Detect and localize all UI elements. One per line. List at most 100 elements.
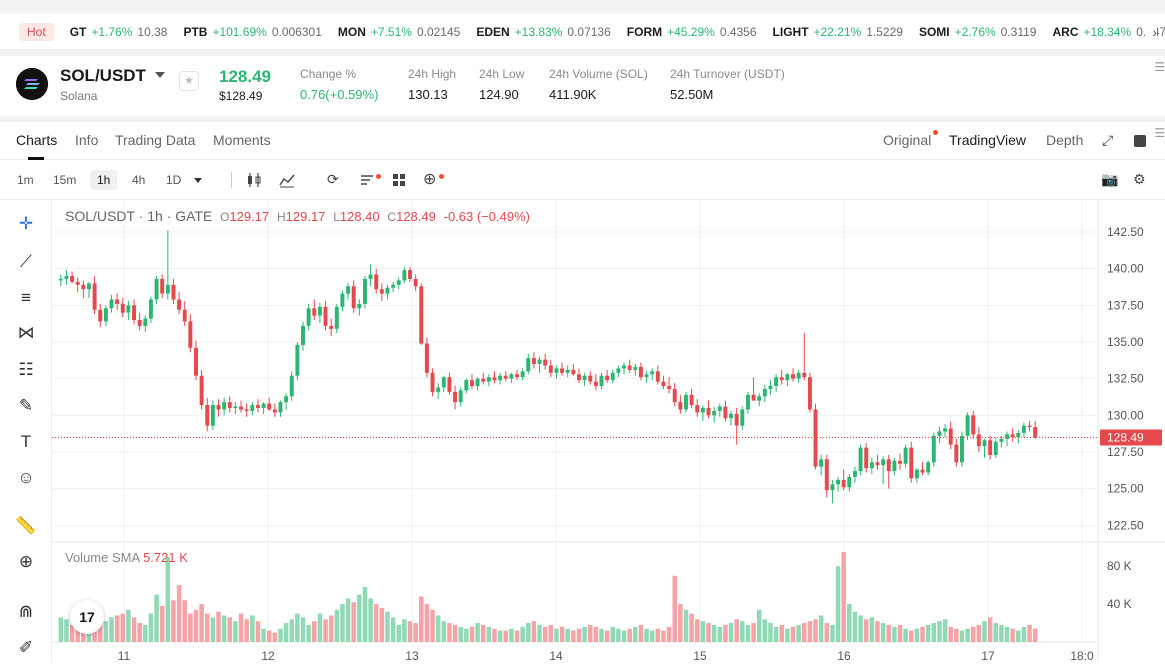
candle-body [807, 377, 812, 410]
add-indicator-icon[interactable]: ⊕ [423, 171, 437, 188]
settings-gear-icon[interactable]: ⚙ [1133, 171, 1146, 187]
tab-moments[interactable]: Moments [213, 132, 271, 148]
chart-canvas[interactable]: 128.49 142.50 140.00 137.50 135.00 132.50 130.… [52, 200, 1165, 663]
zoom-in-icon[interactable]: ⊕ [18, 552, 34, 571]
ticker-chg: +7.51% [370, 24, 412, 39]
timeframe-1m[interactable]: 1m [17, 173, 34, 187]
candles-icon[interactable] [246, 172, 262, 188]
ticker-item[interactable]: LIGHT +22.21% 1.5229 [773, 25, 903, 39]
candle-body [712, 410, 717, 416]
volume-bar [796, 624, 801, 642]
magnet-icon[interactable]: ⋒ [18, 602, 34, 621]
timeframe-1h[interactable]: 1h [90, 170, 118, 190]
timeframe-15m[interactable]: 15m [53, 173, 77, 187]
expand-icon[interactable]: ⤢ [1102, 132, 1114, 148]
candle-body [864, 447, 869, 469]
menu-icon[interactable]: ☰ [1154, 126, 1165, 140]
volume-bar [970, 626, 976, 642]
volume-bar [244, 619, 249, 642]
candle-body [301, 325, 305, 345]
ticker-item[interactable]: MON +7.51% 0.02145 [338, 25, 460, 39]
chevron-down-icon[interactable] [155, 72, 165, 78]
ticker-item[interactable]: FORM +45.29% 0.4356 [627, 25, 757, 39]
volume-bar [503, 630, 509, 642]
lock-drawing-icon[interactable]: ✐ [18, 638, 34, 657]
volume-bar [351, 602, 356, 642]
indicators-icon[interactable] [279, 172, 295, 188]
tab-original[interactable]: Original [883, 132, 932, 148]
volume-bar [751, 623, 756, 642]
ticker-item[interactable]: ARC+18.34%0.0478 [1052, 25, 1165, 39]
volume-bar [531, 621, 537, 642]
candle-body [565, 369, 570, 373]
timeframe-4h[interactable]: 4h [132, 173, 146, 187]
candle-body [650, 371, 655, 375]
hot-badge[interactable]: Hot [19, 22, 54, 41]
refresh-icon[interactable]: ⟳ [327, 171, 339, 187]
legend-open: 129.17 [229, 209, 270, 224]
layout-toggle-icon[interactable] [1134, 135, 1146, 147]
volume-bar [357, 594, 362, 642]
candle-body [672, 388, 677, 403]
chevron-right-icon[interactable]: › [1146, 24, 1157, 40]
pair-name[interactable]: SOL/USDT [60, 66, 146, 85]
ticker-item[interactable]: SOMI +2.76% 0.3119 [919, 25, 1037, 39]
volume-bar [886, 624, 891, 642]
candle-body [289, 375, 294, 397]
legend-high-key: H [276, 210, 286, 224]
timeframe-1d[interactable]: 1D [166, 173, 182, 187]
price-tick-label: 130.00 [1107, 408, 1144, 422]
volume-bar [323, 619, 328, 642]
ticker-chg: +18.34% [1083, 24, 1132, 39]
volume-bar [559, 626, 565, 642]
candle-body [627, 365, 632, 370]
legend-open-key: O [220, 210, 230, 224]
candle-body [244, 409, 249, 411]
volume-bar [706, 623, 711, 642]
camera-icon[interactable]: 📷 [1101, 171, 1119, 187]
volume-bar [526, 623, 531, 642]
candle-body [486, 377, 491, 382]
volume-bar [385, 611, 390, 642]
star-icon[interactable]: ★ [179, 71, 199, 91]
candle-body [633, 366, 638, 370]
ticker-item[interactable]: GT +1.76% 10.38 [70, 25, 168, 39]
tab-trading-data[interactable]: Trading Data [115, 132, 196, 148]
ruler-icon[interactable]: 📏 [15, 516, 37, 535]
candle-body [982, 440, 987, 447]
candle-body [115, 299, 120, 304]
timeframe-dropdown-icon[interactable] [194, 178, 202, 183]
price-tick-label: 137.50 [1107, 298, 1144, 312]
candle-body [188, 321, 193, 348]
candle-body [605, 375, 610, 381]
crosshair-icon[interactable]: ✛ [18, 214, 34, 233]
brush-icon[interactable]: ✎ [18, 396, 34, 415]
fib-icon[interactable]: ☷ [18, 360, 34, 379]
text-tool-icon[interactable]: T [20, 432, 32, 451]
price-tick-label: 132.50 [1107, 372, 1144, 386]
candle-body [396, 280, 401, 285]
tab-info[interactable]: Info [75, 132, 99, 148]
candle-body [340, 293, 345, 307]
volume-bar [447, 623, 452, 642]
price-chart[interactable]: 128.49 142.50 140.00 137.50 135.00 132.50 130.… [52, 200, 1165, 663]
volume-bar [345, 598, 351, 642]
candle-body [222, 402, 227, 410]
layout-icon[interactable]: ☰ [1154, 60, 1165, 74]
trendline-icon[interactable]: ⟋ [20, 252, 32, 271]
ticker-item[interactable]: EDEN +13.83% 0.07136 [476, 25, 610, 39]
pattern-icon[interactable]: ⋈ [17, 323, 35, 342]
horizontal-lines-icon[interactable]: ≡ [21, 288, 31, 307]
ticker-item[interactable]: PTB +101.69% 0.006301 [183, 25, 321, 39]
templates-icon[interactable] [360, 173, 374, 187]
candle-body [678, 402, 683, 410]
layout-grid-icon[interactable] [392, 173, 406, 187]
tab-charts[interactable]: Charts [16, 132, 58, 148]
emoji-icon[interactable]: ☺ [17, 468, 35, 487]
candle-body [655, 371, 660, 382]
tradingview-logo-icon[interactable]: 17 [70, 600, 104, 634]
tab-depth[interactable]: Depth [1046, 132, 1084, 148]
volume-bar [830, 624, 835, 642]
tab-tradingview[interactable]: TradingView [949, 132, 1027, 148]
candle-body [126, 305, 131, 313]
